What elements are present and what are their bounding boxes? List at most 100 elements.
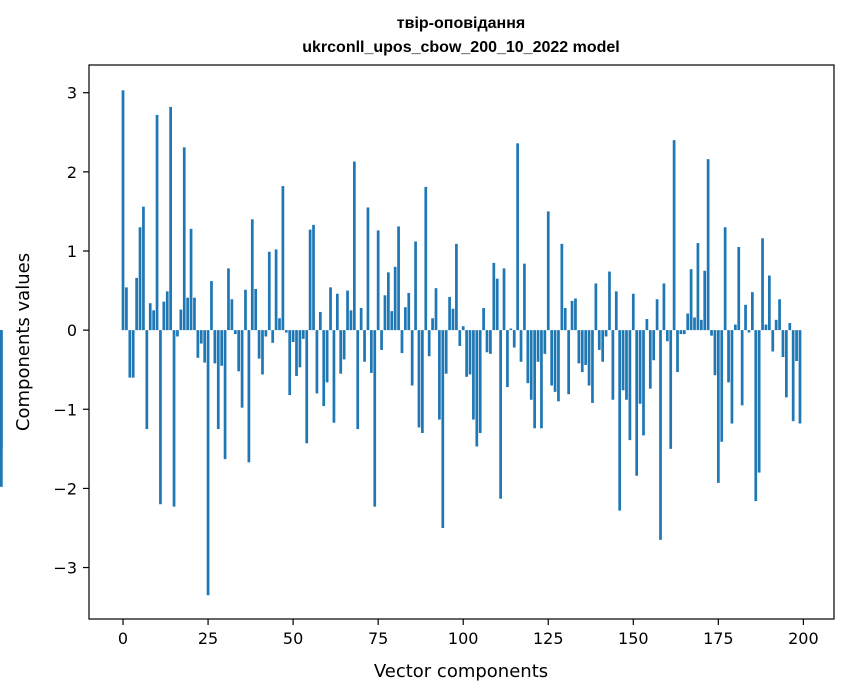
- bar: [315, 330, 319, 394]
- chart-title-line-2: ukrconll_upos_cbow_200_10_2022 model: [302, 39, 619, 56]
- bar: [182, 147, 186, 331]
- bar: [706, 159, 710, 331]
- bar: [301, 330, 305, 339]
- bar: [0, 330, 3, 449]
- bar: [502, 268, 506, 331]
- bar: [686, 313, 690, 331]
- bar: [723, 227, 727, 331]
- bar: [376, 230, 380, 331]
- bar: [744, 304, 747, 331]
- x-tick-label: 75: [368, 629, 388, 648]
- bar: [499, 330, 502, 499]
- bar: [543, 330, 547, 354]
- bar: [451, 308, 455, 331]
- bar: [529, 330, 533, 400]
- bar: [267, 251, 271, 331]
- bar: [611, 330, 615, 400]
- bar: [363, 330, 366, 362]
- bar: [737, 247, 741, 331]
- bar: [250, 219, 254, 331]
- bar: [546, 211, 550, 331]
- bar: [621, 330, 625, 391]
- bar: [291, 330, 295, 342]
- bar: [332, 330, 336, 423]
- bar: [210, 281, 213, 331]
- bar: [271, 330, 275, 343]
- bar: [764, 324, 768, 331]
- bar: [349, 310, 353, 331]
- bar: [298, 330, 302, 368]
- bar: [196, 330, 200, 358]
- bar: [781, 330, 785, 358]
- bar: [325, 330, 329, 383]
- bar: [220, 330, 224, 366]
- bar: [740, 330, 744, 406]
- bar: [648, 330, 652, 389]
- bar: [563, 307, 567, 331]
- bar: [223, 330, 227, 460]
- bar: [237, 330, 241, 372]
- bar: [495, 278, 499, 331]
- bar: [227, 268, 230, 331]
- bar: [444, 330, 448, 374]
- bar: [424, 186, 428, 331]
- bar: [441, 330, 445, 528]
- bar: [798, 330, 802, 424]
- bar: [625, 330, 628, 400]
- bar: [574, 298, 577, 331]
- bar: [322, 330, 326, 407]
- x-tick-label: 50: [283, 629, 303, 648]
- bar: [506, 330, 509, 388]
- bar: [614, 291, 618, 331]
- bar: [669, 330, 673, 449]
- bar: [148, 303, 152, 331]
- y-tick-label: 0: [67, 321, 77, 340]
- bar: [618, 330, 622, 511]
- bar: [713, 330, 717, 376]
- bar: [465, 330, 468, 377]
- bar: [125, 287, 128, 331]
- bar: [186, 297, 190, 331]
- y-axis-label: Components values: [13, 253, 34, 431]
- bar: [142, 206, 145, 331]
- chart-title-line-1: твір-оповідання: [397, 15, 525, 32]
- bar: [580, 330, 584, 373]
- bar: [557, 330, 560, 402]
- bar: [536, 330, 540, 362]
- bar: [404, 307, 407, 331]
- x-axis-label: Vector components: [374, 661, 548, 682]
- bar: [642, 330, 645, 436]
- bar: [213, 330, 217, 364]
- bar: [264, 330, 268, 337]
- x-tick-label: 0: [118, 629, 128, 648]
- bar: [472, 330, 475, 420]
- bar: [482, 307, 485, 331]
- bar: [655, 299, 659, 331]
- bar: [774, 319, 778, 331]
- x-tick-label: 125: [533, 629, 564, 648]
- bar: [679, 330, 683, 335]
- bar: [516, 143, 519, 331]
- bar: [159, 330, 162, 505]
- bar: [284, 330, 288, 333]
- bar: [257, 330, 261, 359]
- bar: [693, 317, 696, 331]
- bar: [172, 330, 176, 507]
- y-tick-label: −2: [53, 479, 77, 498]
- bar: [662, 283, 666, 331]
- x-tick-label: 150: [618, 629, 649, 648]
- bar: [553, 330, 557, 392]
- bar: [414, 241, 417, 331]
- bar: [665, 330, 669, 342]
- bar: [682, 330, 686, 335]
- bar: [485, 330, 489, 353]
- bar: [509, 328, 513, 331]
- bar: [577, 330, 581, 364]
- bar: [587, 330, 591, 386]
- bar: [176, 330, 179, 337]
- bar: [121, 90, 125, 331]
- bar: [795, 330, 798, 361]
- bar: [468, 330, 472, 375]
- bar: [244, 289, 247, 331]
- bar: [761, 238, 764, 331]
